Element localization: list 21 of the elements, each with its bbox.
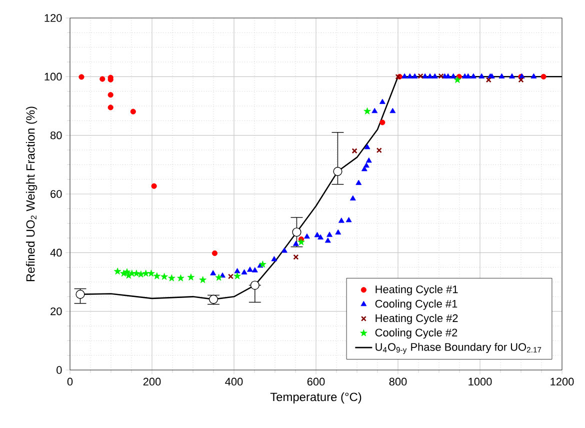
x-tick-label: 1200 [550, 378, 574, 386]
x-tick-label: 0 [67, 378, 73, 386]
y-axis-title: Refined UO$_{2}$ Weight Fraction (%) [26, 106, 38, 282]
x-tick-label: 600 [307, 378, 325, 386]
y-tick-label: 60 [50, 190, 62, 198]
y-tick-label: 0 [56, 366, 62, 374]
legend-label: Cooling Cycle #2 [375, 328, 458, 339]
legend-label: Heating Cycle #2 [376, 314, 458, 324]
y-tick-label: 40 [50, 248, 62, 257]
y-tick-label: 20 [50, 307, 62, 316]
x-tick-label: 1000 [468, 378, 492, 386]
x-axis-title: Temperature (°C) [270, 392, 362, 404]
legend-label: Cooling Cycle #1 [375, 300, 458, 310]
legend-label: U$_{4}$O$_{9-y}$ Phase Boundary for UO$_{2.17}$ [376, 342, 542, 354]
legend-label: Heating Cycle #1 [376, 285, 458, 296]
x-tick-label: 800 [389, 378, 407, 386]
x-tick-label: 200 [143, 378, 161, 386]
y-tick-label: 120 [44, 14, 62, 22]
y-tick-label: 100 [44, 72, 62, 81]
y-tick-label: 80 [50, 131, 62, 140]
x-tick-label: 400 [225, 378, 243, 386]
